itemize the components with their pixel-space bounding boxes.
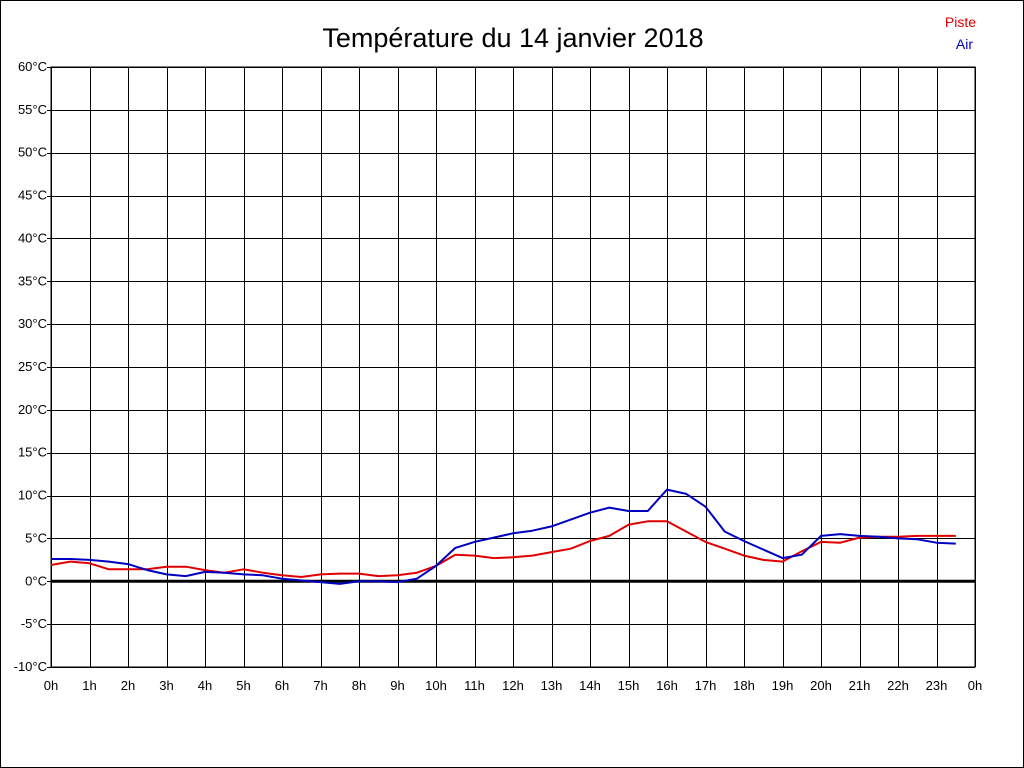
x-tick-label: 22h	[887, 678, 909, 693]
y-tick-label: 45°C	[18, 188, 47, 203]
y-tick-label: 30°C	[18, 316, 47, 331]
series-lines	[50, 488, 956, 585]
x-tick-label: 0h	[968, 678, 982, 693]
x-tick-label: 6h	[275, 678, 289, 693]
series-line-piste	[50, 520, 956, 578]
chart-title: Température du 14 janvier 2018	[322, 23, 703, 53]
x-tick-label: 15h	[618, 678, 640, 693]
x-tick-label: 18h	[733, 678, 755, 693]
x-tick-label: 5h	[236, 678, 250, 693]
y-tick-label: 50°C	[18, 145, 47, 160]
y-tick-label: 40°C	[18, 230, 47, 245]
x-tick-label: 19h	[772, 678, 794, 693]
x-tick-label: 2h	[121, 678, 135, 693]
x-tick-label: 16h	[656, 678, 678, 693]
y-tick-label: -10°C	[14, 659, 47, 674]
y-tick-label: 15°C	[18, 445, 47, 460]
x-tick-label: 13h	[541, 678, 563, 693]
x-tick-label: 7h	[313, 678, 327, 693]
x-tick-label: 4h	[198, 678, 212, 693]
x-tick-label: 14h	[579, 678, 601, 693]
y-tick-label: 10°C	[18, 488, 47, 503]
x-tick-label: 12h	[502, 678, 524, 693]
x-tick-label: 21h	[849, 678, 871, 693]
x-tick-label: 0h	[44, 678, 58, 693]
x-axis-tick-labels: 0h 1h 2h 3h 4h 5h 6h 7h 8h 9h 10h 11h 12h 13h 14h 15h 16…	[44, 678, 982, 693]
grid	[47, 66, 976, 668]
y-tick-label: 35°C	[18, 273, 47, 288]
x-tick-label: 8h	[352, 678, 366, 693]
legend: Piste Air	[945, 14, 976, 52]
x-tick-label: 3h	[159, 678, 173, 693]
x-tick-label: 17h	[695, 678, 717, 693]
x-tick-label: 20h	[810, 678, 832, 693]
series-line-air	[51, 488, 956, 585]
x-tick-label: 10h	[425, 678, 447, 693]
y-tick-label: 5°C	[25, 530, 47, 545]
x-tick-label: 9h	[390, 678, 404, 693]
x-tick-label: 11h	[464, 678, 485, 693]
y-tick-label: 20°C	[18, 402, 47, 417]
legend-entry-piste: Piste	[945, 14, 976, 30]
y-tick-label: 55°C	[18, 102, 47, 117]
y-axis-tick-labels: 60°C 55°C 50°C 45°C 40°C 35°C 30°C 25°C 20°C 15°C…	[14, 59, 47, 674]
y-tick-label: 60°C	[18, 59, 47, 74]
legend-entry-air: Air	[956, 36, 973, 52]
y-tick-label: 25°C	[18, 359, 47, 374]
x-tick-label: 23h	[926, 678, 948, 693]
y-tick-label: 0°C	[25, 573, 47, 588]
x-tick-label: 1h	[82, 678, 96, 693]
y-tick-label: -5°C	[21, 616, 47, 631]
